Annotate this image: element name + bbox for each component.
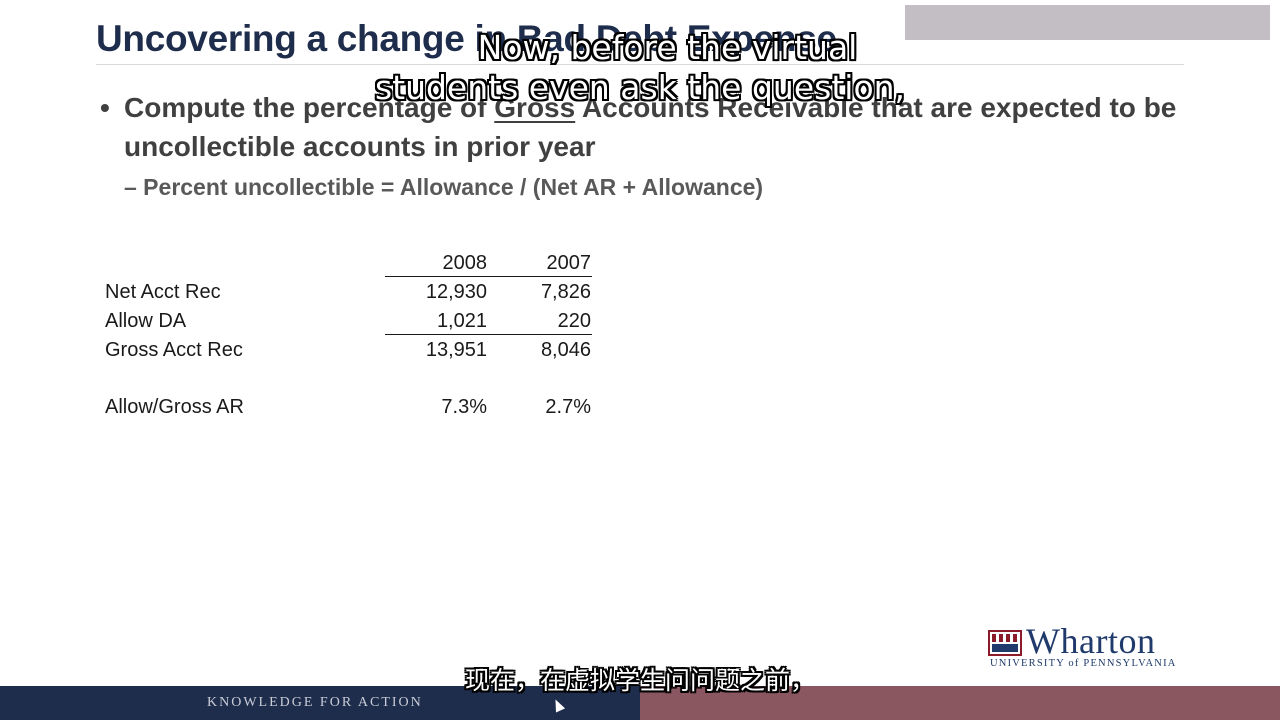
subtitle-chinese: 现在，在虚拟学生问问题之前，	[464, 666, 815, 695]
cell-allow-da-2008: 1,021	[436, 310, 487, 332]
row-label-gross-acct-rec: Gross Acct Rec	[105, 339, 243, 361]
bullet-text-part-1: Compute the percentage of	[124, 92, 495, 123]
title-divider	[96, 64, 1184, 65]
main-bullet: • Compute the percentage of Gross Account…	[100, 88, 1184, 166]
cell-allow-da-2007: 220	[557, 310, 591, 332]
top-right-overlay-box	[905, 5, 1270, 40]
footer-tagline: KNOWLEDGE FOR ACTION	[207, 695, 423, 710]
cell-gross-acct-rec-2008: 13,951	[425, 339, 487, 361]
footer-bar-right	[640, 686, 1280, 720]
sub-bullet-formula: – Percent uncollectible = Allowance / (N…	[124, 174, 764, 200]
slide-title: Uncovering a change in Bad Debt Expense	[96, 18, 837, 59]
header-underline	[385, 276, 592, 277]
penn-shield-icon	[988, 630, 1022, 656]
row-label-allow-gross-ar: Allow/Gross AR	[105, 396, 244, 418]
wharton-logo: Wharton UNIVERSITY of PENNSYLVANIA	[988, 621, 1193, 672]
cell-net-acct-rec-2007: 7,826	[540, 281, 591, 303]
cell-gross-acct-rec-2007: 8,046	[540, 339, 591, 361]
cell-allow-gross-ar-2007: 2.7%	[545, 396, 591, 418]
logo-subtitle: UNIVERSITY of PENNSYLVANIA	[990, 658, 1177, 669]
logo-wordmark: Wharton	[1026, 621, 1156, 661]
column-header-2008: 2008	[442, 252, 488, 274]
cell-net-acct-rec-2008: 12,930	[425, 281, 487, 303]
bullet-text-part-2: Accounts Receivable that are expected to…	[124, 92, 1177, 162]
subtitle-english-line-1: Now, before the virtual	[477, 28, 858, 67]
subtotal-underline	[385, 334, 592, 335]
column-header-2007: 2007	[546, 252, 592, 274]
row-label-allow-da: Allow DA	[105, 310, 187, 332]
row-label-net-acct-rec: Net Acct Rec	[105, 281, 221, 303]
bullet-text-gross: Gross	[494, 92, 576, 123]
bullet-dot-icon: •	[100, 92, 110, 123]
footer-bar-left	[0, 686, 640, 720]
subtitle-english-line-2: students even ask the question,	[374, 68, 906, 107]
cell-allow-gross-ar-2008: 7.3%	[441, 396, 487, 418]
